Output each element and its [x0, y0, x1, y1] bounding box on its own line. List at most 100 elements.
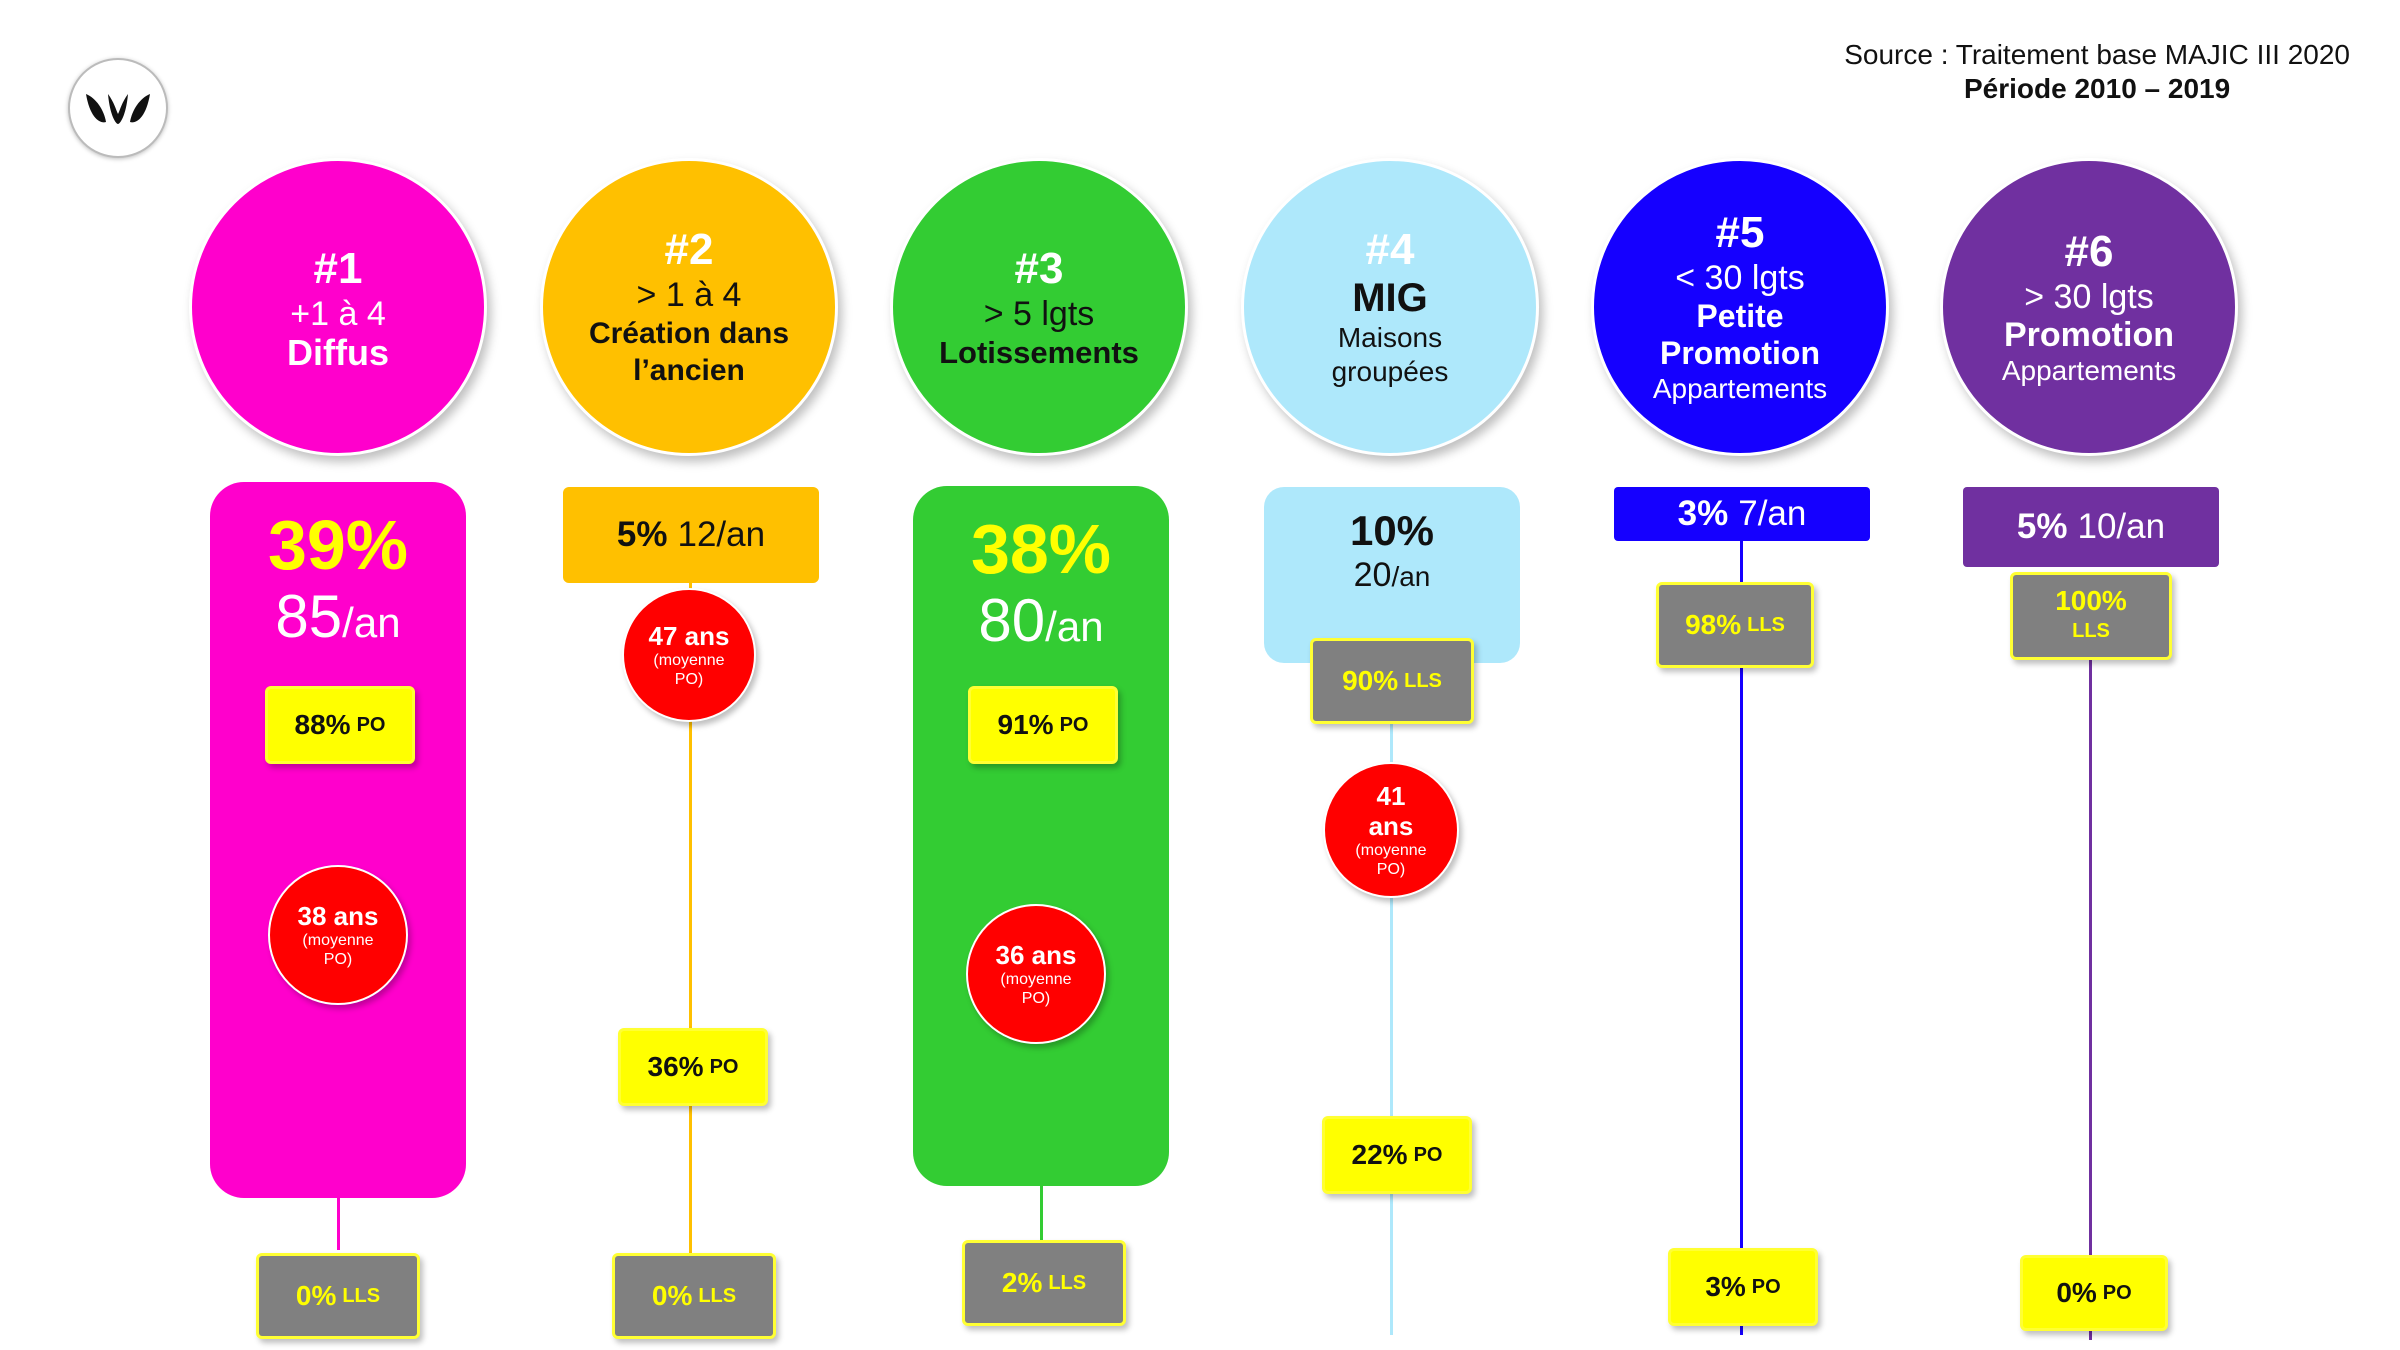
lls-badge: 2% LLS — [962, 1240, 1126, 1326]
category-label-2: Appartements — [2001, 354, 2177, 386]
rate-value: 85 — [275, 583, 343, 650]
lls-value: 100% — [2055, 585, 2127, 616]
po-badge: 88% PO — [265, 686, 415, 764]
lls-badge: 90% LLS — [1310, 638, 1474, 724]
lls-value: 98% — [1685, 609, 1742, 640]
leaf-logo-icon — [86, 94, 150, 124]
age-circle: 36 ans (moyenne PO) — [966, 904, 1106, 1044]
lls-unit: LLS — [1404, 670, 1442, 692]
po-value: 0% — [2056, 1277, 2097, 1308]
share-percent: 3% — [1677, 494, 1729, 533]
category-label: Promotion — [2004, 315, 2174, 354]
lls-badge: 100% LLS — [2010, 572, 2172, 660]
age-unit: ans — [1368, 811, 1414, 841]
category-range: < 30 lgts — [1675, 259, 1805, 297]
lls-unit: LLS — [698, 1285, 737, 1307]
rate-unit: /an — [1045, 603, 1104, 650]
category-label-3: Appartements — [1652, 373, 1828, 404]
lls-badge: 0% LLS — [612, 1253, 776, 1339]
po-unit: PO — [356, 714, 386, 736]
po-unit: PO — [1059, 714, 1089, 736]
category-range: > 5 lgts — [983, 294, 1095, 333]
connector-line — [1740, 540, 1743, 1335]
lls-unit: LLS — [1048, 1272, 1087, 1294]
age-value: 36 ans — [995, 940, 1077, 970]
connector-line — [2089, 640, 2092, 1340]
po-badge: 36% PO — [618, 1028, 768, 1106]
annual-rate: 80/an — [913, 588, 1169, 660]
period-line: Période 2010 – 2019 — [1964, 73, 2231, 104]
category-circle-3: #3 > 5 lgts Lotissements — [890, 158, 1188, 456]
rate-unit: /an — [1391, 561, 1431, 592]
category-range: > 1 à 4 — [636, 276, 742, 314]
category-number: #5 — [1715, 208, 1765, 257]
connector-line — [689, 580, 692, 1260]
stats-bar-2: 5% 12/an — [563, 487, 819, 583]
po-value: 36% — [647, 1051, 704, 1082]
age-note: (moyenne PO) — [1000, 971, 1072, 1007]
lls-value: 0% — [651, 1280, 693, 1311]
lls-unit: LLS — [342, 1285, 381, 1307]
age-circle: 47 ans (moyenne PO) — [622, 588, 756, 722]
category-number: #2 — [664, 225, 714, 274]
po-unit: PO — [2102, 1282, 2132, 1304]
po-value: 88% — [294, 709, 351, 740]
category-number: #1 — [313, 243, 363, 293]
share-percent: 39% — [267, 506, 409, 584]
stats-panel-3: 38% 80/an — [913, 486, 1169, 1186]
rate-value: 80 — [978, 587, 1046, 654]
lls-badge: 0% LLS — [256, 1253, 420, 1339]
share-percent: 5% — [2016, 507, 2068, 546]
category-circle-6: #6 > 30 lgts Promotion Appartements — [1940, 158, 2238, 456]
category-range: > 30 lgts — [2024, 277, 2154, 316]
po-value: 22% — [1351, 1139, 1408, 1170]
age-note: (moyenne PO) — [653, 652, 725, 688]
category-range: +1 à 4 — [290, 294, 386, 333]
po-unit: PO — [1751, 1276, 1781, 1298]
lls-value: 0% — [295, 1280, 337, 1311]
stats-bar-5: 3% 7/an — [1614, 487, 1870, 541]
po-badge: 0% PO — [2020, 1255, 2168, 1331]
share-percent: 10% — [1349, 507, 1435, 554]
age-circle: 38 ans (moyenne PO) — [268, 865, 408, 1005]
po-unit: PO — [709, 1056, 739, 1078]
annual-rate: 7/an — [1738, 494, 1807, 533]
connector-line — [337, 1180, 340, 1250]
lls-unit: LLS — [2072, 620, 2110, 642]
stats-panel-4: 10% 20/an — [1264, 487, 1520, 663]
category-number: #6 — [2064, 226, 2114, 276]
age-value: 47 ans — [648, 621, 730, 651]
po-unit: PO — [1413, 1144, 1443, 1166]
source-note: Source : Traitement base MAJIC III 2020 … — [1844, 38, 2350, 106]
source-line: Source : Traitement base MAJIC III 2020 — [1844, 39, 2350, 70]
category-label-2: Promotion — [1660, 335, 1820, 371]
category-circle-2: #2 > 1 à 4 Création dans l’ancien — [540, 158, 838, 456]
category-label-2: groupées — [1331, 356, 1449, 387]
category-label-2: l’ancien — [633, 354, 745, 387]
po-value: 91% — [997, 709, 1054, 740]
lls-value: 2% — [1001, 1267, 1043, 1298]
age-note: (moyenne PO) — [302, 932, 374, 968]
connector-line — [1040, 1170, 1043, 1250]
stats-panel-1: 39% 85/an — [210, 482, 466, 1198]
po-badge: 91% PO — [968, 686, 1118, 764]
category-range: MIG — [1352, 276, 1428, 320]
connector-line — [1390, 720, 1393, 1335]
category-circle-4: #4 MIG Maisons groupées — [1241, 158, 1539, 456]
share-percent: 38% — [970, 510, 1112, 588]
po-badge: 3% PO — [1668, 1248, 1818, 1326]
age-value: 38 ans — [297, 901, 379, 931]
age-value: 41 — [1376, 781, 1406, 811]
category-label: Création dans — [588, 317, 790, 350]
category-circle-5: #5 < 30 lgts Petite Promotion Appartemen… — [1591, 158, 1889, 456]
stats-bar-6: 5% 10/an — [1963, 487, 2219, 567]
rate-unit: /an — [342, 599, 401, 646]
rate-value: 20 — [1353, 556, 1392, 594]
lls-value: 90% — [1342, 665, 1399, 696]
po-badge: 22% PO — [1322, 1116, 1472, 1194]
age-note: (moyenne PO) — [1355, 842, 1427, 878]
category-number: #4 — [1365, 225, 1415, 274]
age-circle: 41 ans (moyenne PO) — [1323, 762, 1459, 898]
category-label: Diffus — [287, 331, 389, 373]
category-number: #3 — [1014, 243, 1064, 293]
